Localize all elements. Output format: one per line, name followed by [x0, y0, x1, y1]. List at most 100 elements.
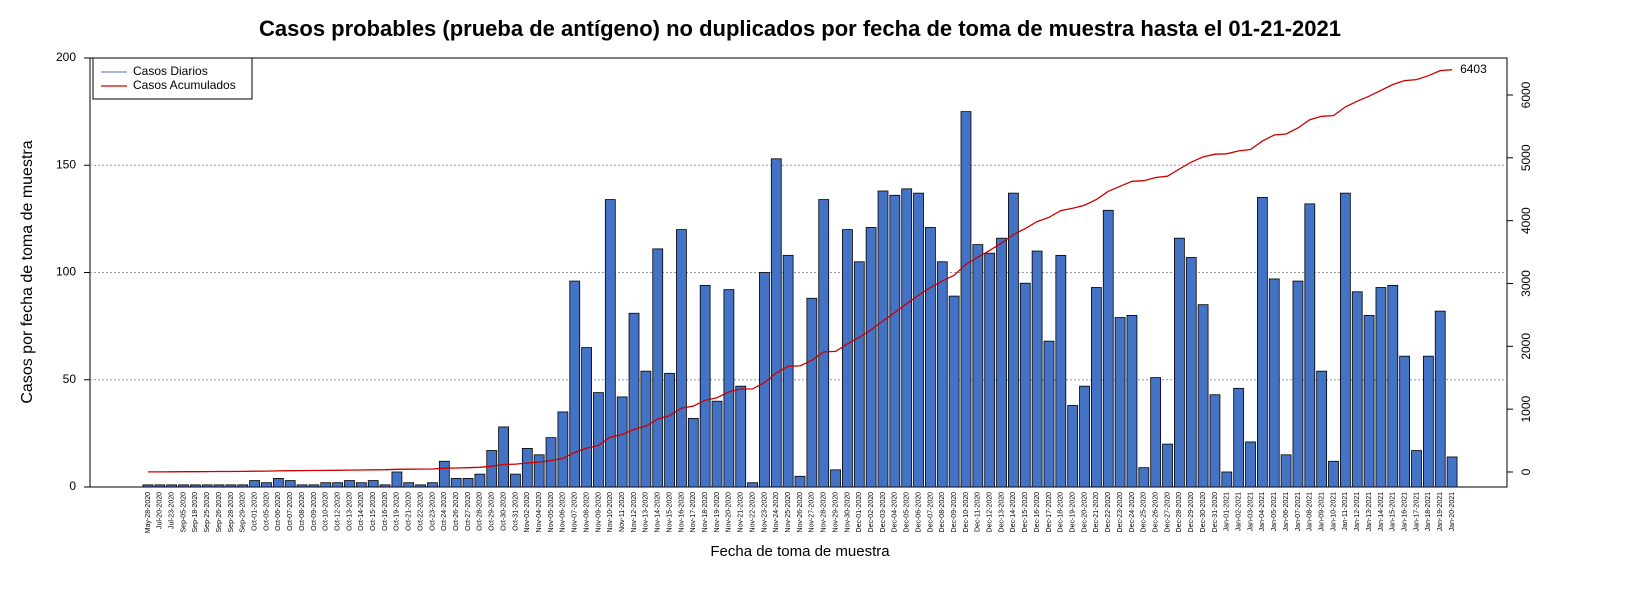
bar — [249, 480, 261, 488]
bar — [1292, 280, 1304, 488]
x-tick-label: Jan-13-2021 — [1366, 492, 1373, 531]
x-tick-label: Dec-05-2020 — [904, 492, 911, 533]
bar — [569, 280, 581, 488]
x-tick-label: Dec-11-2020 — [975, 492, 982, 532]
legend-box — [92, 57, 253, 100]
x-tick-label: Oct-19-2020 — [394, 492, 401, 531]
x-tick-label: Dec-26-2020 — [1153, 492, 1160, 533]
x-tick-label: Nov-06-2020 — [560, 492, 567, 533]
x-tick-label: Oct-21-2020 — [406, 492, 413, 531]
x-tick-label: Jan-07-2021 — [1295, 492, 1302, 531]
x-tick-label: Oct-14-2020 — [358, 492, 365, 531]
y2-tick-label: 1000 — [1519, 395, 1533, 422]
bar — [877, 190, 889, 488]
x-tick-label: Jan-06-2021 — [1283, 492, 1290, 531]
legend-label: Casos Diarios — [133, 64, 208, 78]
bar — [391, 471, 403, 488]
bar — [1102, 209, 1114, 488]
cumulative-line — [147, 69, 1453, 473]
x-tick-label: Jan-16-2021 — [1401, 492, 1408, 531]
x-tick-label: Nov-25-2020 — [785, 492, 792, 533]
bar — [818, 199, 830, 488]
bar — [533, 454, 545, 488]
bar — [1091, 287, 1102, 488]
x-tick-label: Dec-09-2020 — [951, 492, 958, 533]
x-tick-label: Jan-04-2021 — [1259, 492, 1266, 531]
bar — [355, 482, 367, 488]
x-tick-label: Jan-17-2021 — [1413, 492, 1420, 531]
x-tick-label: Oct-23-2020 — [429, 492, 436, 531]
bar — [889, 194, 901, 488]
bar — [1387, 284, 1399, 488]
x-tick-label: Oct-28-2020 — [477, 492, 484, 531]
x-tick-label: Jan-15-2021 — [1390, 492, 1397, 531]
bar — [1375, 287, 1387, 488]
bar — [510, 473, 521, 488]
x-tick-label: May-28-2020 — [145, 492, 152, 533]
bar — [201, 484, 213, 488]
bar — [664, 372, 675, 488]
x-tick-label: Dec-25-2020 — [1141, 492, 1148, 533]
x-tick-label: Nov-28-2020 — [821, 492, 828, 533]
bar — [379, 484, 391, 488]
x-tick-label: Nov-07-2020 — [572, 492, 579, 533]
x-tick-label: Jan-14-2021 — [1378, 492, 1385, 531]
bar — [996, 237, 1007, 488]
chart-title: Casos probables (prueba de antígeno) no … — [259, 16, 1341, 41]
x-tick-label: Dec-19-2020 — [1070, 492, 1077, 533]
bar — [1008, 192, 1019, 488]
bar — [284, 480, 296, 488]
bar — [1197, 304, 1209, 488]
x-tick-label: Oct-15-2020 — [370, 492, 377, 531]
x-tick-label: Oct-26-2020 — [453, 492, 460, 531]
bar — [1067, 405, 1079, 488]
x-tick-label: Nov-27-2020 — [809, 492, 816, 533]
bar — [344, 480, 355, 488]
bar — [462, 478, 474, 488]
bar — [853, 261, 865, 488]
x-tick-label: Nov-16-2020 — [678, 492, 685, 533]
y2-tick-label: 3000 — [1519, 270, 1533, 297]
bar — [415, 484, 426, 488]
x-tick-label: Jan-03-2021 — [1247, 492, 1254, 531]
y2-tick-label: 6000 — [1519, 81, 1533, 108]
bar — [474, 473, 486, 488]
bar — [723, 289, 735, 488]
bar — [1209, 394, 1221, 488]
x-tick-label: Nov-24-2020 — [773, 492, 780, 533]
bar — [1399, 355, 1411, 488]
x-tick-label: Nov-23-2020 — [761, 492, 768, 533]
x-tick-label: Oct-10-2020 — [323, 492, 330, 531]
bar — [403, 482, 415, 488]
bar — [794, 475, 806, 488]
bar — [652, 248, 664, 488]
bar — [521, 447, 533, 488]
bar — [925, 227, 936, 488]
bar — [178, 484, 189, 488]
x-tick-label: Dec-18-2020 — [1058, 492, 1065, 533]
bar — [154, 484, 166, 488]
bar — [1411, 450, 1422, 488]
x-tick-label: Dec-27-2020 — [1164, 492, 1171, 533]
bar — [545, 437, 557, 488]
x-axis-title: Fecha de toma de muestra — [710, 543, 890, 560]
bar — [1351, 291, 1363, 488]
bar — [628, 312, 640, 488]
bar — [640, 370, 652, 488]
x-tick-label: Nov-20-2020 — [726, 492, 733, 533]
bar — [486, 450, 498, 488]
bar — [759, 272, 770, 488]
bar — [1031, 250, 1043, 488]
x-tick-label: Nov-12-2020 — [631, 492, 638, 533]
legend-label: Casos Acumulados — [133, 78, 236, 92]
bar — [604, 199, 616, 488]
x-tick-label: Dec-30-2020 — [1200, 492, 1207, 533]
x-tick-label: Dec-28-2020 — [1176, 492, 1183, 533]
bar — [1280, 454, 1292, 488]
x-tick-label: Oct-29-2020 — [489, 492, 496, 531]
bar — [237, 484, 249, 488]
x-tick-label: Nov-13-2020 — [643, 492, 650, 533]
x-tick-label: Jul-20-2020 — [157, 492, 164, 529]
y2-tick-label: 2000 — [1519, 333, 1533, 360]
